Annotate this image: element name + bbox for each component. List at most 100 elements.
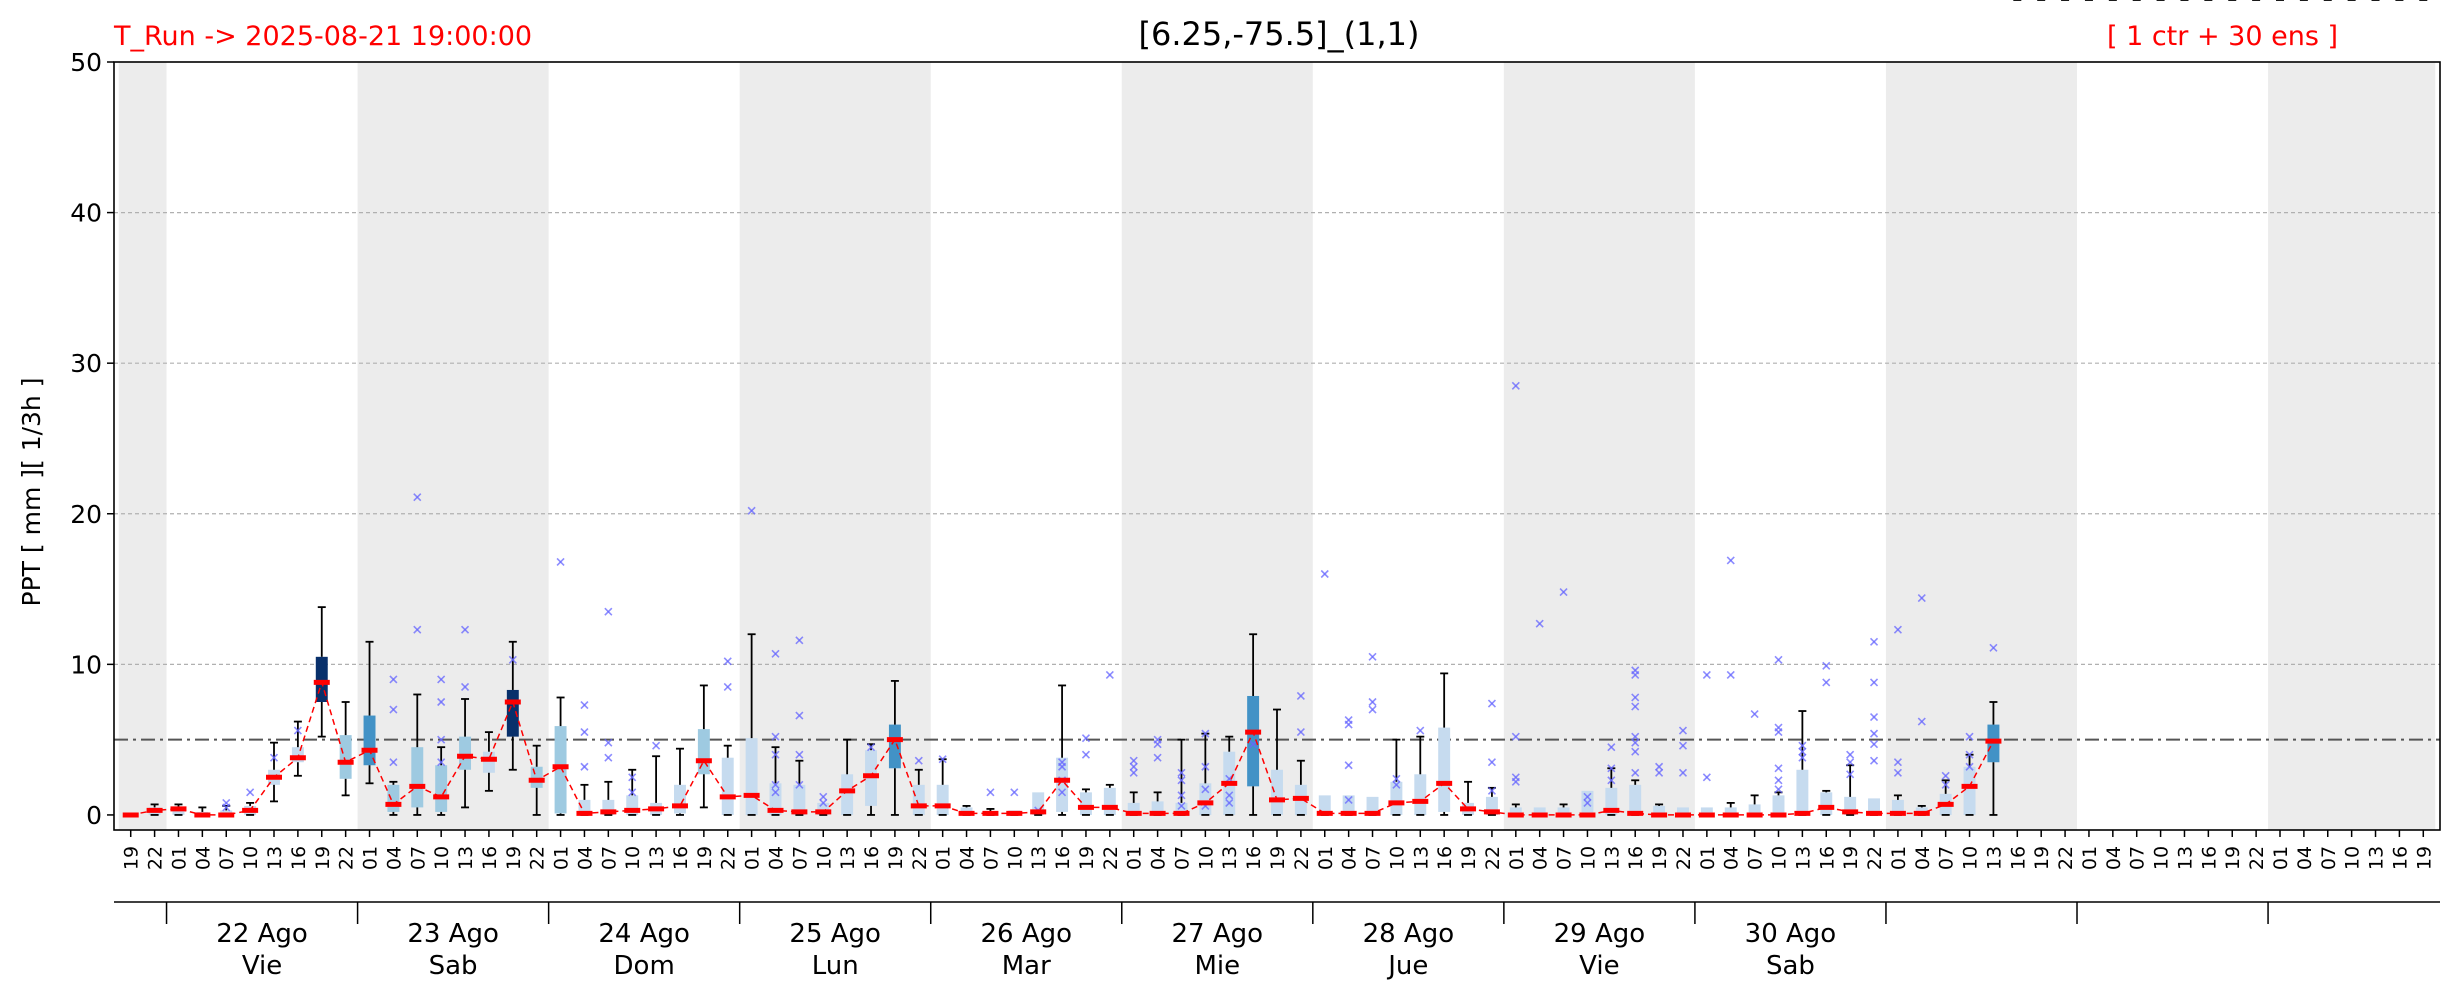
outlier-point <box>795 636 804 645</box>
outlier-point <box>1965 750 1974 759</box>
outlier-stroke <box>1631 693 1640 702</box>
outlier-stroke <box>1774 776 1783 785</box>
outlier-stroke <box>1774 785 1783 794</box>
outlier-stroke <box>604 607 613 616</box>
outlier-point <box>1607 764 1616 773</box>
outlier-stroke <box>795 750 804 759</box>
day-date-label: 29 Ago <box>1554 919 1646 949</box>
x-tick-label: 19 <box>694 846 716 870</box>
outlier-point <box>1368 705 1377 714</box>
outlier-stroke <box>723 682 732 692</box>
x-tick-label: 01 <box>360 846 382 870</box>
outlier-stroke <box>819 798 828 807</box>
outlier-point <box>269 753 279 762</box>
outlier-point <box>437 697 446 707</box>
outlier-point <box>1631 693 1640 702</box>
outlier-stroke <box>1392 780 1401 789</box>
x-tick-label: 22 <box>2246 846 2268 870</box>
outlier-point <box>1655 768 1664 777</box>
outlier-stroke <box>413 493 422 502</box>
outlier-point <box>1917 717 1926 726</box>
outlier-point <box>1726 556 1735 565</box>
outlier-stroke <box>437 675 446 684</box>
outlier-stroke <box>1869 729 1879 738</box>
outlier-stroke <box>1631 747 1640 756</box>
outlier-point <box>222 798 231 807</box>
outlier-point <box>795 711 804 720</box>
box-iqr <box>1677 807 1689 815</box>
x-tick-label: 16 <box>479 846 501 870</box>
box-iqr <box>1963 766 1976 815</box>
night-band <box>1885 62 2078 830</box>
outlier-stroke <box>1869 740 1879 749</box>
outlier-point <box>1511 381 1520 390</box>
x-tick-label: 19 <box>885 846 907 870</box>
x-tick-label: 19 <box>1458 846 1480 870</box>
outlier-point <box>604 738 613 747</box>
outlier-stroke <box>1607 743 1616 752</box>
box-iqr <box>1390 781 1403 815</box>
outlier-stroke <box>1511 732 1520 741</box>
outlier-stroke <box>938 755 947 764</box>
day-date-label: 26 Ago <box>980 919 1072 949</box>
outlier-stroke <box>1559 588 1568 597</box>
outlier-point <box>1607 776 1616 785</box>
outlier-point <box>1893 768 1902 777</box>
outlier-point <box>1678 726 1688 735</box>
outlier-stroke <box>1941 771 1950 780</box>
outlier-stroke <box>1129 768 1138 777</box>
outlier-point <box>1917 594 1926 603</box>
x-tick-label: 07 <box>1745 846 1767 870</box>
box-iqr <box>1868 798 1880 815</box>
outlier-point <box>1535 619 1544 628</box>
outlier-point <box>1631 747 1640 756</box>
x-tick-label: 04 <box>766 846 788 870</box>
x-tick-label: 10 <box>1769 846 1791 870</box>
outlier-stroke <box>1798 747 1807 756</box>
outlier-stroke <box>1296 728 1305 737</box>
outlier-point <box>1225 798 1234 807</box>
outlier-stroke <box>1965 750 1974 759</box>
box-iqr <box>1366 796 1379 815</box>
night-band <box>1503 62 1695 830</box>
outlier-stroke <box>628 773 637 782</box>
outlier-stroke <box>1631 702 1640 711</box>
outlier-stroke <box>1655 762 1664 771</box>
x-tick-label: 22 <box>145 846 167 870</box>
x-tick-label: 10 <box>2342 846 2364 870</box>
outlier-stroke <box>914 756 923 765</box>
box-iqr <box>745 738 758 815</box>
outlier-point <box>1177 776 1186 785</box>
outlier-point <box>1368 697 1377 707</box>
x-tick-label: 01 <box>1124 846 1146 870</box>
outlier-point <box>508 655 517 664</box>
outlier-stroke <box>723 657 732 666</box>
x-tick-label: 01 <box>1315 846 1337 870</box>
outlier-point <box>1177 768 1186 777</box>
outlier-stroke <box>1153 735 1162 744</box>
outlier-stroke <box>1869 756 1879 765</box>
box-iqr <box>1557 807 1570 815</box>
outlier-point <box>580 762 589 771</box>
outlier-stroke <box>1320 569 1329 579</box>
box-iqr <box>1079 792 1092 815</box>
outlier-stroke <box>1869 712 1879 722</box>
box-iqr <box>769 783 782 815</box>
outlier-point <box>1058 758 1067 767</box>
outlier-stroke <box>1846 750 1855 759</box>
x-tick-label: 19 <box>1076 846 1098 870</box>
outlier-point <box>1631 666 1640 675</box>
outlier-stroke <box>1583 792 1592 801</box>
outlier-stroke <box>580 700 589 710</box>
outlier-point <box>652 741 661 750</box>
x-tick-label: 07 <box>1172 846 1194 870</box>
outlier-stroke <box>1678 726 1688 735</box>
outlier-stroke <box>1893 758 1902 767</box>
outlier-stroke <box>986 788 995 797</box>
outlier-point <box>1559 588 1568 597</box>
outlier-stroke <box>1702 773 1711 782</box>
day-weekday-label: Vie <box>242 951 282 981</box>
outlier-stroke <box>1941 780 1950 789</box>
outlier-stroke <box>1201 762 1210 771</box>
